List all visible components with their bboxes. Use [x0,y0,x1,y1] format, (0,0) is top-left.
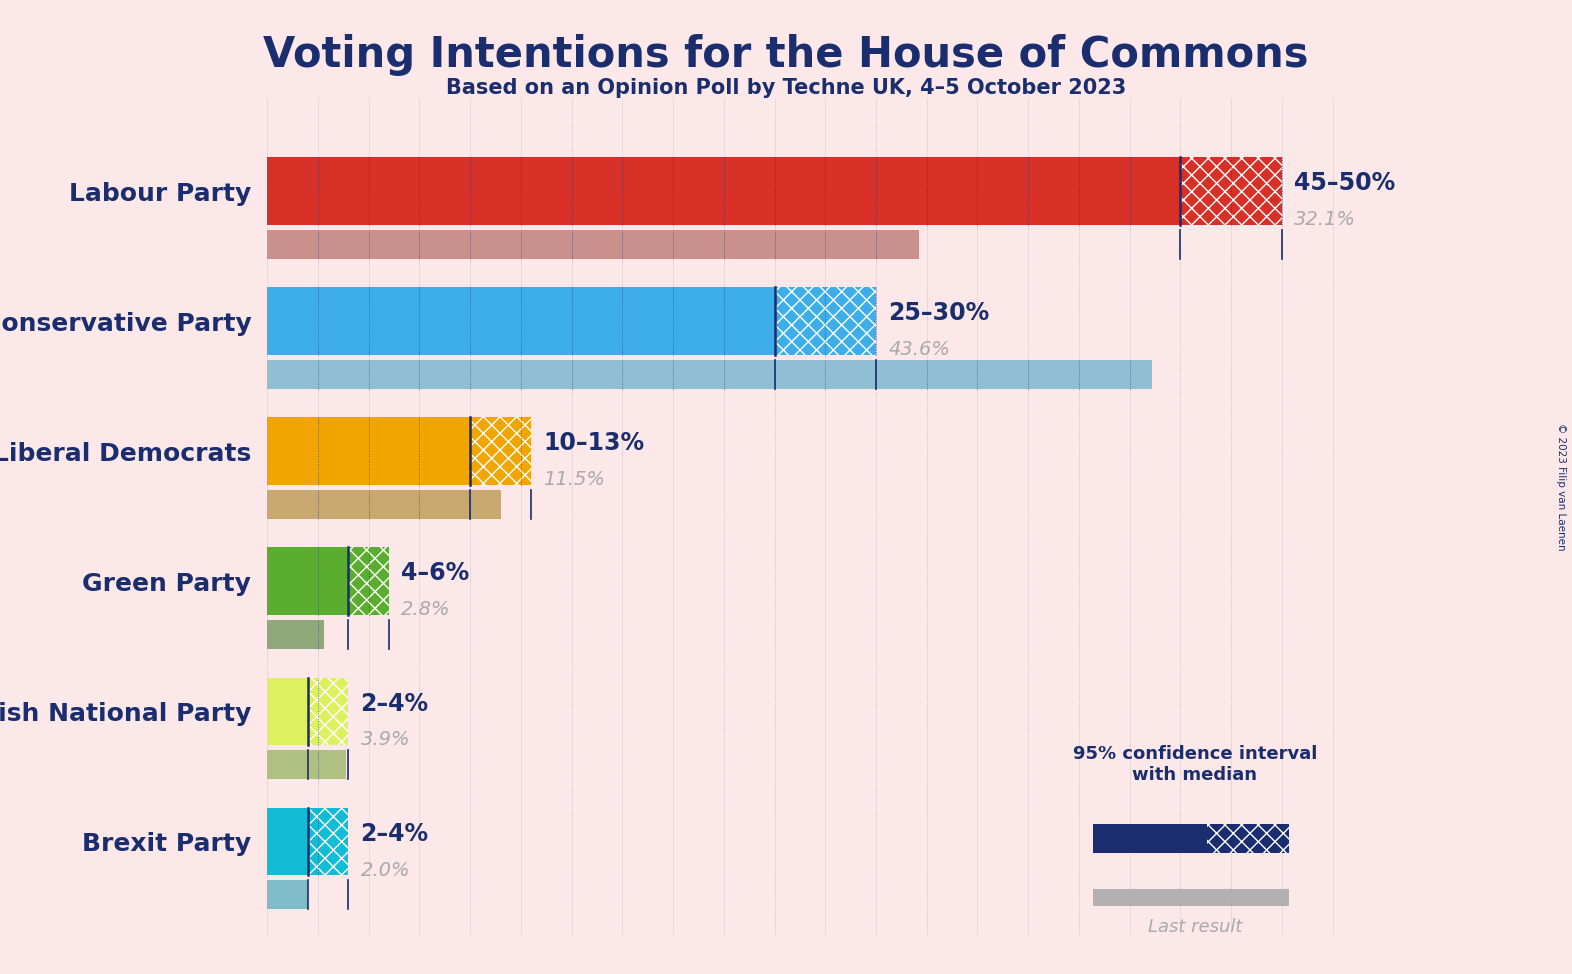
Bar [267,360,1152,389]
Text: 32.1%: 32.1% [1294,210,1357,229]
Bar [267,157,1181,225]
Bar [308,678,349,745]
Bar [470,418,531,485]
Bar [267,230,918,259]
Text: 2–4%: 2–4% [360,692,429,716]
Bar [267,418,470,485]
Text: © 2023 Filip van Laenen: © 2023 Filip van Laenen [1556,423,1566,551]
Text: 2.8%: 2.8% [401,600,451,619]
Bar [1093,888,1289,906]
Bar [1093,824,1207,853]
Text: 95% confidence interval
with median: 95% confidence interval with median [1072,745,1317,784]
Text: Last result: Last result [1148,918,1242,935]
Text: 2.0%: 2.0% [360,860,410,880]
Bar [1181,157,1281,225]
Text: 11.5%: 11.5% [544,470,605,489]
Text: 25–30%: 25–30% [888,301,989,325]
Text: 4–6%: 4–6% [401,561,470,585]
Bar [267,287,775,355]
Bar [267,750,346,779]
Bar [267,880,308,909]
Bar [267,547,349,615]
Text: 2–4%: 2–4% [360,822,429,845]
Text: 10–13%: 10–13% [544,431,645,456]
Text: 43.6%: 43.6% [888,340,949,359]
Bar [267,490,500,519]
Bar [267,678,308,745]
Bar [267,620,324,649]
Bar [308,807,349,876]
Bar [349,547,388,615]
Bar [775,287,876,355]
Bar [267,807,308,876]
Bar [1207,824,1289,853]
Text: Based on an Opinion Poll by Techne UK, 4–5 October 2023: Based on an Opinion Poll by Techne UK, 4… [446,78,1126,98]
Text: Voting Intentions for the House of Commons: Voting Intentions for the House of Commo… [263,34,1309,76]
Text: 45–50%: 45–50% [1294,171,1396,195]
Text: 3.9%: 3.9% [360,730,410,749]
